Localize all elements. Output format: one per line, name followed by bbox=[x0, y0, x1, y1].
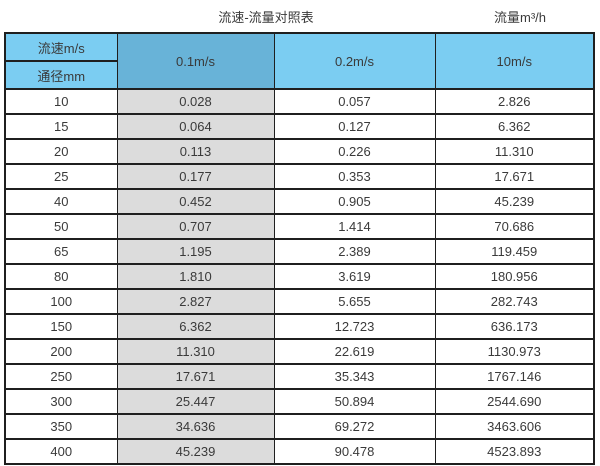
value-cell: 4523.893 bbox=[434, 438, 595, 465]
column-header-10ms: 10m/s bbox=[434, 32, 595, 90]
value-cell: 5.655 bbox=[273, 288, 436, 315]
velocity-flow-table: 流速m/s 0.1m/s 0.2m/s 10m/s 通径mm 10 0.028 0.… bbox=[4, 32, 595, 465]
table-row: 350 34.636 69.272 3463.606 bbox=[4, 413, 595, 440]
value-cell: 1.810 bbox=[116, 263, 275, 290]
value-cell: 0.028 bbox=[116, 88, 275, 115]
value-cell: 50.894 bbox=[273, 388, 436, 415]
value-cell: 12.723 bbox=[273, 313, 436, 340]
header-row-top: 流速m/s 0.1m/s 0.2m/s 10m/s bbox=[4, 32, 595, 90]
table-row: 300 25.447 50.894 2544.690 bbox=[4, 388, 595, 415]
table-row: 150 6.362 12.723 636.173 bbox=[4, 313, 595, 340]
column-header-0-1ms: 0.1m/s bbox=[116, 32, 275, 90]
table-header: 流速m/s 0.1m/s 0.2m/s 10m/s 通径mm bbox=[4, 32, 595, 90]
flow-unit-label: 流量m³/h bbox=[493, 10, 547, 25]
value-cell: 2.389 bbox=[273, 238, 436, 265]
value-cell: 17.671 bbox=[116, 363, 275, 390]
value-cell: 6.362 bbox=[116, 313, 275, 340]
diameter-cell: 200 bbox=[4, 338, 118, 365]
table-row: 400 45.239 90.478 4523.893 bbox=[4, 438, 595, 465]
value-cell: 0.226 bbox=[273, 138, 436, 165]
value-cell: 1130.973 bbox=[434, 338, 595, 365]
diameter-cell: 20 bbox=[4, 138, 118, 165]
table-row: 200 11.310 22.619 1130.973 bbox=[4, 338, 595, 365]
value-cell: 119.459 bbox=[434, 238, 595, 265]
value-cell: 0.127 bbox=[273, 113, 436, 140]
value-cell: 2544.690 bbox=[434, 388, 595, 415]
value-cell: 45.239 bbox=[434, 188, 595, 215]
value-cell: 180.956 bbox=[434, 263, 595, 290]
table-row: 20 0.113 0.226 11.310 bbox=[4, 138, 595, 165]
value-cell: 0.064 bbox=[116, 113, 275, 140]
value-cell: 0.905 bbox=[273, 188, 436, 215]
diameter-cell: 300 bbox=[4, 388, 118, 415]
diameter-cell: 50 bbox=[4, 213, 118, 240]
value-cell: 22.619 bbox=[273, 338, 436, 365]
value-cell: 0.057 bbox=[273, 88, 436, 115]
value-cell: 35.343 bbox=[273, 363, 436, 390]
diameter-cell: 350 bbox=[4, 413, 118, 440]
value-cell: 0.353 bbox=[273, 163, 436, 190]
diameter-cell: 150 bbox=[4, 313, 118, 340]
value-cell: 1.195 bbox=[116, 238, 275, 265]
value-cell: 17.671 bbox=[434, 163, 595, 190]
table-row: 25 0.177 0.353 17.671 bbox=[4, 163, 595, 190]
value-cell: 70.686 bbox=[434, 213, 595, 240]
table-row: 80 1.810 3.619 180.956 bbox=[4, 263, 595, 290]
value-cell: 3.619 bbox=[273, 263, 436, 290]
table-row: 40 0.452 0.905 45.239 bbox=[4, 188, 595, 215]
value-cell: 0.707 bbox=[116, 213, 275, 240]
table-row: 15 0.064 0.127 6.362 bbox=[4, 113, 595, 140]
page-title: 流速-流量对照表 bbox=[218, 10, 314, 25]
column-header-0-2ms: 0.2m/s bbox=[273, 32, 436, 90]
diameter-cell: 100 bbox=[4, 288, 118, 315]
value-cell: 34.636 bbox=[116, 413, 275, 440]
value-cell: 282.743 bbox=[434, 288, 595, 315]
diameter-cell: 250 bbox=[4, 363, 118, 390]
value-cell: 11.310 bbox=[116, 338, 275, 365]
value-cell: 1767.146 bbox=[434, 363, 595, 390]
value-cell: 0.452 bbox=[116, 188, 275, 215]
value-cell: 0.113 bbox=[116, 138, 275, 165]
value-cell: 2.826 bbox=[434, 88, 595, 115]
header-row-bottom: 通径mm bbox=[4, 60, 594, 90]
diameter-cell: 80 bbox=[4, 263, 118, 290]
corner-header-flow-velocity: 流速m/s bbox=[4, 32, 118, 62]
value-cell: 6.362 bbox=[434, 113, 595, 140]
value-cell: 45.239 bbox=[116, 438, 275, 465]
value-cell: 636.173 bbox=[434, 313, 595, 340]
diameter-cell: 25 bbox=[4, 163, 118, 190]
diameter-cell: 10 bbox=[4, 88, 118, 115]
diameter-cell: 15 bbox=[4, 113, 118, 140]
table-row: 50 0.707 1.414 70.686 bbox=[4, 213, 595, 240]
value-cell: 3463.606 bbox=[434, 413, 595, 440]
value-cell: 25.447 bbox=[116, 388, 275, 415]
diameter-cell: 65 bbox=[4, 238, 118, 265]
value-cell: 69.272 bbox=[273, 413, 436, 440]
table-row: 10 0.028 0.057 2.826 bbox=[4, 88, 595, 115]
table-row: 100 2.827 5.655 282.743 bbox=[4, 288, 595, 315]
value-cell: 1.414 bbox=[273, 213, 436, 240]
table-row: 250 17.671 35.343 1767.146 bbox=[4, 363, 595, 390]
value-cell: 11.310 bbox=[434, 138, 595, 165]
diameter-cell: 40 bbox=[4, 188, 118, 215]
corner-header-diameter: 通径mm bbox=[4, 60, 118, 90]
value-cell: 2.827 bbox=[116, 288, 275, 315]
value-cell: 0.177 bbox=[116, 163, 275, 190]
value-cell: 90.478 bbox=[273, 438, 436, 465]
table-row: 65 1.195 2.389 119.459 bbox=[4, 238, 595, 265]
table-body: 10 0.028 0.057 2.826 15 0.064 0.127 6.362 20 0.11… bbox=[4, 88, 595, 465]
diameter-cell: 400 bbox=[4, 438, 118, 465]
